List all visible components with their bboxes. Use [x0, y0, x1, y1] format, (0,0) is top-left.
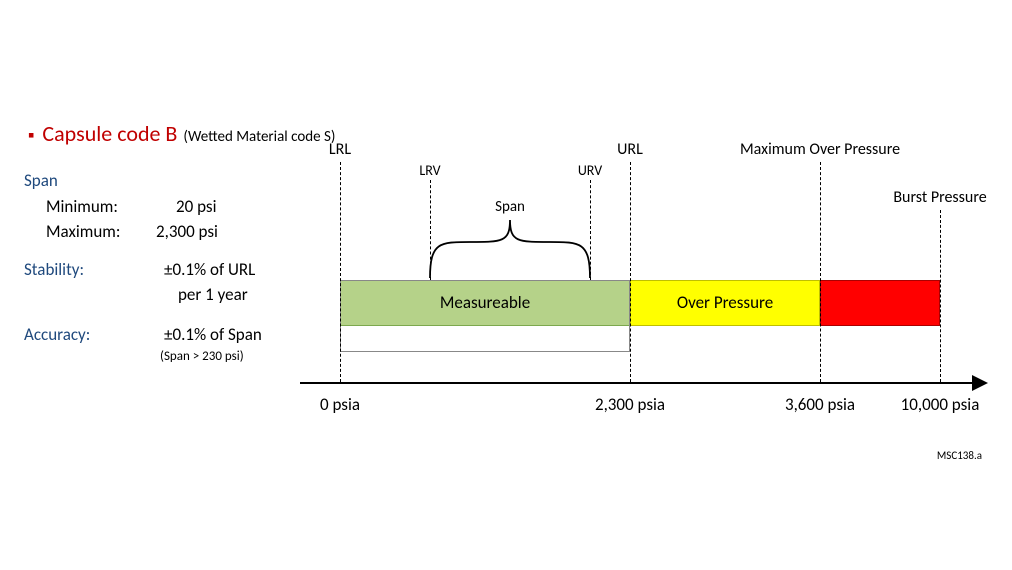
spacer [24, 308, 294, 322]
tick-line-2 [820, 162, 821, 382]
page: ▪ Capsule code B (Wetted Material code S… [0, 0, 1012, 570]
inner-tick-label-0: LRV [419, 162, 440, 179]
span-min-value: 20 psi [142, 194, 272, 220]
accuracy-note: (Span > 230 psi) [24, 347, 294, 367]
tick-top-label-1: URL [617, 140, 643, 159]
region-label-1: Over Pressure [630, 292, 820, 313]
range-chart: MeasureableOver PressureLRL0 psiaURL2,30… [300, 150, 990, 420]
stability-per: per 1 year [24, 282, 294, 308]
tick-axis-label-2: 3,600 psia [785, 394, 855, 415]
stability-label: Stability: [24, 257, 164, 283]
span-max-label: Maximum: [24, 219, 142, 245]
stability-row: Stability: ±0.1% of URL [24, 257, 294, 283]
tick-axis-label-3: 10,000 psia [901, 394, 980, 415]
tick-line-3 [940, 210, 941, 382]
accuracy-value: ±0.1% of Span [164, 322, 294, 348]
spacer [24, 245, 294, 257]
stability-value: ±0.1% of URL [164, 257, 294, 283]
accuracy-row: Accuracy: ±0.1% of Span [24, 322, 294, 348]
measurable-frame [340, 280, 630, 352]
axis-arrow-icon [972, 375, 988, 391]
tick-line-0 [340, 162, 341, 382]
span-min-label: Minimum: [24, 194, 142, 220]
span-max-value: 2,300 psi [142, 219, 272, 245]
axis-line [300, 382, 980, 384]
tick-top-label-2: Maximum Over Pressure [740, 140, 900, 159]
accuracy-label: Accuracy: [24, 322, 164, 348]
inner-tick-1 [590, 180, 591, 280]
footer-code: MSC138.a [937, 449, 982, 462]
tick-top-label-3: Burst Pressure [893, 188, 986, 207]
bullet-icon: ▪ [28, 126, 34, 144]
tick-axis-label-0: 0 psia [320, 394, 360, 415]
title-main: Capsule code B [42, 120, 177, 147]
region-bar-2 [820, 280, 940, 326]
span-heading: Span [24, 168, 294, 194]
tick-axis-label-1: 2,300 psia [595, 394, 665, 415]
inner-tick-0 [430, 180, 431, 280]
inner-tick-label-1: URV [578, 162, 602, 179]
span-max-row: Maximum: 2,300 psi [24, 219, 294, 245]
tick-top-label-0: LRL [329, 140, 351, 159]
span-label: Span [495, 198, 525, 216]
span-min-row: Minimum: 20 psi [24, 194, 294, 220]
title-sub: (Wetted Material code S) [183, 128, 335, 146]
title-row: ▪ Capsule code B (Wetted Material code S… [28, 120, 335, 147]
specs-panel: Span Minimum: 20 psi Maximum: 2,300 psi … [24, 168, 294, 367]
tick-line-1 [630, 162, 631, 382]
